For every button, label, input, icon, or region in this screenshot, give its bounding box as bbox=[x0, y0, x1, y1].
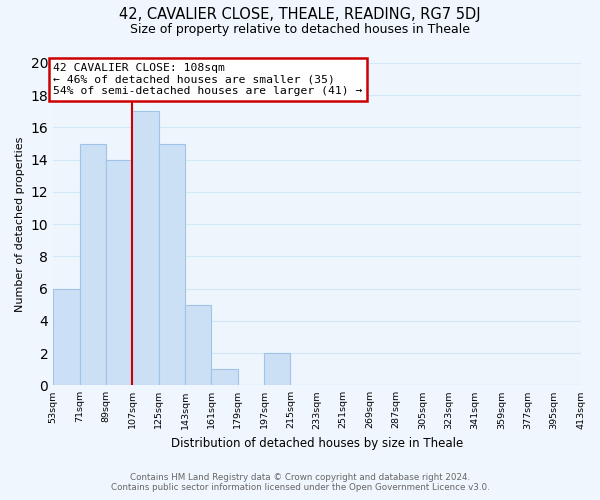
Bar bbox=[264, 353, 290, 386]
Bar bbox=[80, 144, 106, 386]
Bar bbox=[106, 160, 132, 386]
Text: 42 CAVALIER CLOSE: 108sqm
← 46% of detached houses are smaller (35)
54% of semi-: 42 CAVALIER CLOSE: 108sqm ← 46% of detac… bbox=[53, 63, 362, 96]
Text: 42, CAVALIER CLOSE, THEALE, READING, RG7 5DJ: 42, CAVALIER CLOSE, THEALE, READING, RG7… bbox=[119, 8, 481, 22]
Y-axis label: Number of detached properties: Number of detached properties bbox=[15, 136, 25, 312]
Bar bbox=[158, 144, 185, 386]
Bar bbox=[132, 112, 158, 386]
Bar bbox=[185, 304, 211, 386]
Bar bbox=[211, 369, 238, 386]
Text: Size of property relative to detached houses in Theale: Size of property relative to detached ho… bbox=[130, 22, 470, 36]
X-axis label: Distribution of detached houses by size in Theale: Distribution of detached houses by size … bbox=[171, 437, 463, 450]
Bar bbox=[53, 288, 80, 386]
Text: Contains HM Land Registry data © Crown copyright and database right 2024.
Contai: Contains HM Land Registry data © Crown c… bbox=[110, 473, 490, 492]
